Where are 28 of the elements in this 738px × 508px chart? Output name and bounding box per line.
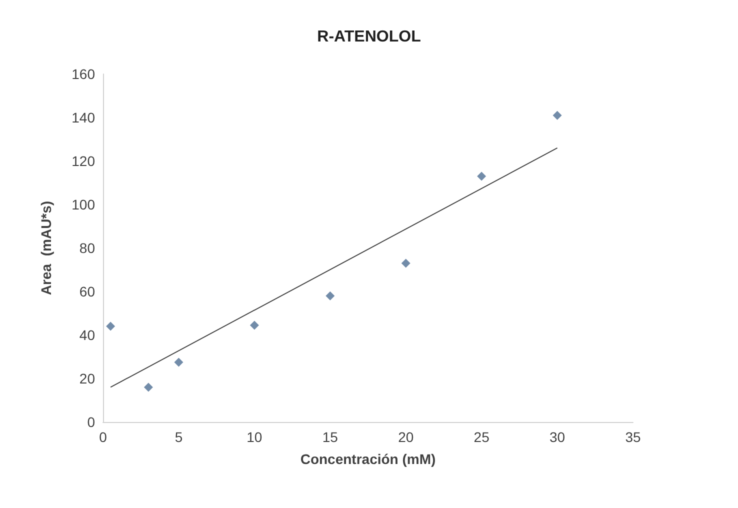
point bbox=[144, 382, 153, 392]
point bbox=[250, 320, 259, 330]
point bbox=[106, 322, 116, 331]
x-axis-title: Concentración (mM) bbox=[300, 451, 436, 467]
x-tick-label: 10 bbox=[246, 429, 262, 445]
point bbox=[326, 291, 335, 300]
y-tick-label: 60 bbox=[79, 284, 96, 300]
y-tick-label: 120 bbox=[72, 153, 96, 169]
y-axis-title: Area (mAU*s) bbox=[38, 200, 54, 296]
point bbox=[401, 258, 410, 268]
chart-title: R-ATENOLOL bbox=[317, 28, 422, 46]
x-tick-label: 30 bbox=[549, 429, 566, 445]
y-tick-label: 160 bbox=[72, 66, 96, 82]
y-tick-label: 80 bbox=[79, 240, 96, 256]
point bbox=[552, 110, 562, 120]
y-tick-label: 0 bbox=[87, 414, 96, 430]
y-tick-label: 100 bbox=[72, 196, 96, 212]
x-tick-label: 25 bbox=[474, 429, 490, 445]
point bbox=[174, 358, 184, 367]
x-tick-label: 20 bbox=[398, 429, 414, 445]
y-tick-label: 20 bbox=[79, 370, 96, 386]
x-tick-label: 5 bbox=[174, 429, 183, 445]
x-tick-label: 0 bbox=[99, 429, 108, 445]
x-tick-label: 35 bbox=[625, 429, 641, 445]
y-tick-label: 140 bbox=[72, 110, 96, 126]
y-tick-label: 40 bbox=[79, 327, 96, 343]
point bbox=[477, 172, 486, 181]
x-tick-label: 15 bbox=[322, 429, 338, 445]
